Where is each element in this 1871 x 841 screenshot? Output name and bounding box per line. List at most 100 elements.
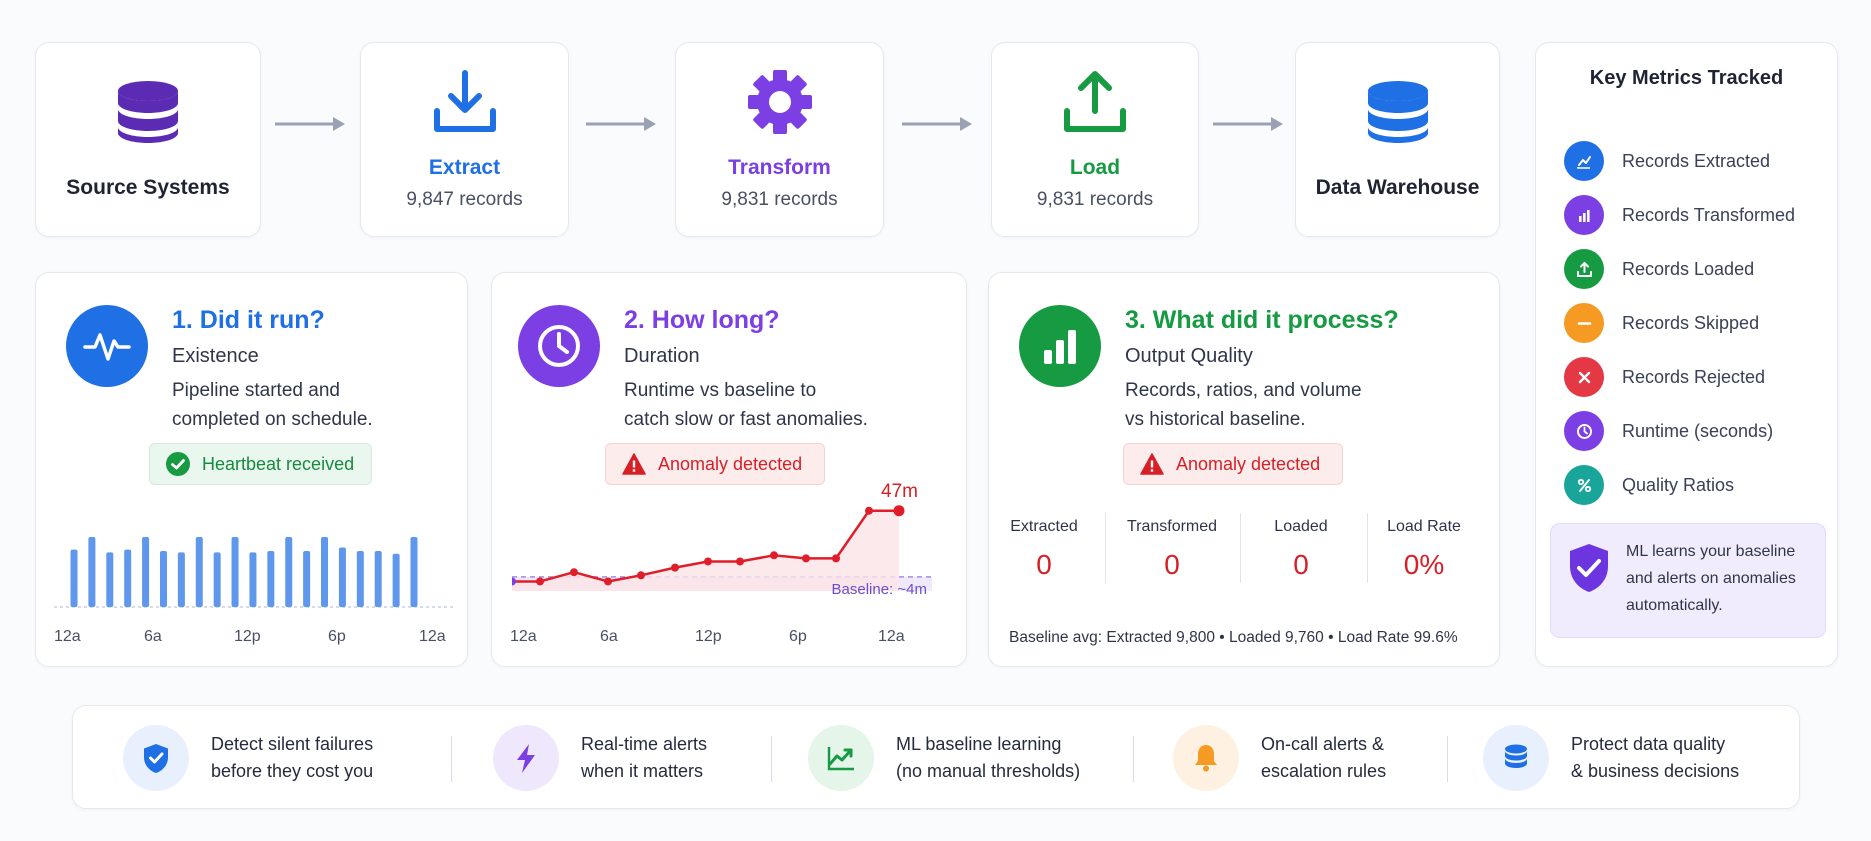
bell-icon (1173, 725, 1239, 791)
duration-point (604, 577, 612, 586)
run-bar (195, 537, 203, 607)
ml-note-box: ML learns your baseline and alerts on an… (1550, 523, 1826, 638)
x-icon (1564, 357, 1604, 397)
data-warehouse-card: Data Warehouse (1295, 42, 1500, 237)
baseline-label: Baseline: ~4m (832, 581, 927, 598)
upload-icon (1564, 249, 1604, 289)
feature-item: Real-time alerts when it matters (493, 725, 707, 791)
run-bar (410, 537, 418, 607)
feature-item: On-call alerts & escalation rules (1173, 725, 1386, 791)
panel-description: Runtime vs baseline to catch slow or fas… (624, 380, 868, 430)
did-it-run-panel: 1. Did it run? Existence Pipeline starte… (35, 272, 468, 667)
run-bar (70, 549, 78, 607)
feature-text: On-call alerts & escalation rules (1261, 734, 1387, 781)
feature-item: ML baseline learning (no manual threshol… (808, 725, 1080, 791)
key-metric-label: Runtime (seconds) (1622, 420, 1774, 441)
clock-icon (518, 305, 600, 387)
panel-title: 1. Did it run? (172, 306, 325, 334)
x-tick-label: 12a (54, 628, 81, 645)
duration-point (704, 557, 712, 566)
key-metric-label: Records Loaded (1622, 258, 1755, 279)
bar-chart-icon (1019, 305, 1101, 387)
duration-point (770, 551, 778, 560)
shield-icon (123, 725, 189, 791)
key-metric-label: Records Transformed (1622, 204, 1796, 225)
panel-title: 3. What did it process? (1125, 306, 1399, 334)
transform-records: 9,831 records (721, 188, 838, 210)
x-tick-label: 12p (695, 628, 722, 645)
x-tick-label: 12a (878, 628, 905, 645)
metric-value: 0 (1036, 549, 1052, 580)
load-card: Load 9,831 records (991, 42, 1199, 237)
x-tick-label: 6a (600, 628, 618, 645)
load-title: Load (1069, 155, 1121, 179)
panel-title: 2. How long? (624, 306, 780, 334)
x-tick-label: 6p (328, 628, 346, 645)
arrow-right-icon (902, 117, 972, 131)
x-tick-label: 6p (789, 628, 807, 645)
source-systems-card: Source Systems (35, 42, 261, 237)
warning-icon (1140, 453, 1164, 475)
trend-up-icon (1564, 141, 1604, 181)
database-icon (1483, 725, 1549, 791)
run-bar (374, 551, 382, 607)
run-bar (106, 552, 114, 607)
minus-icon (1564, 303, 1604, 343)
duration-point (637, 571, 645, 580)
upload-icon (1062, 69, 1128, 140)
bolt-icon (493, 725, 559, 791)
feature-strip: Detect silent failures before they cost … (72, 705, 1800, 809)
key-metric-item: Runtime (seconds) (1564, 411, 1773, 451)
check-circle-icon (166, 452, 190, 476)
status-badge: Heartbeat received (149, 443, 372, 485)
extract-records: 9,847 records (406, 188, 523, 210)
key-metric-item: Records Rejected (1564, 357, 1765, 397)
status-badge: Anomaly detected (1123, 443, 1343, 485)
key-metrics-card: Key Metrics Tracked Records Extracted Rec… (1535, 42, 1838, 667)
run-bar (159, 551, 167, 607)
metric-label: Loaded (1274, 518, 1328, 535)
extract-title: Extract (428, 155, 501, 179)
feature-divider (451, 736, 452, 782)
database-icon (1366, 79, 1430, 150)
duration-point (671, 563, 679, 572)
feature-text: Real-time alerts when it matters (581, 734, 708, 781)
key-metric-item: Records Transformed (1564, 195, 1795, 235)
feature-divider (1447, 736, 1448, 782)
status-badge: Anomaly detected (605, 443, 825, 485)
duration-point (865, 506, 873, 515)
metric-label: Transformed (1126, 518, 1218, 535)
run-bar (142, 537, 150, 607)
key-metric-item: Records Skipped (1564, 303, 1759, 343)
panel-subtitle: Duration (624, 345, 700, 367)
transform-card: Transform 9,831 records (675, 42, 884, 237)
panel-subtitle: Existence (172, 345, 259, 367)
key-metric-label: Quality Ratios (1622, 474, 1735, 495)
feature-text: ML baseline learning (no manual threshol… (896, 734, 1081, 781)
x-tick-label: 12p (234, 628, 261, 645)
divider (1367, 513, 1368, 583)
run-bar (249, 552, 257, 607)
metric-value: 0% (1403, 549, 1445, 580)
shield-check-icon (1570, 544, 1608, 592)
feature-text: Detect silent failures before they cost … (211, 734, 374, 781)
extract-card: Extract 9,847 records (360, 42, 569, 237)
key-metric-label: Records Rejected (1622, 366, 1766, 387)
key-metric-label: Records Extracted (1622, 150, 1771, 171)
feature-text: Protect data quality & business decision… (1571, 734, 1740, 781)
x-tick-label: 12a (510, 628, 537, 645)
run-bar (124, 549, 132, 607)
duration-point (832, 554, 840, 563)
duration-point (802, 554, 810, 563)
key-metric-label: Records Skipped (1622, 312, 1760, 333)
duration-point (536, 577, 544, 586)
metric-value: 0 (1293, 549, 1309, 580)
duration-point (736, 557, 744, 566)
load-records: 9,831 records (1036, 188, 1154, 210)
transform-title: Transform (728, 155, 831, 179)
divider (1105, 513, 1106, 583)
run-bar (338, 547, 346, 607)
metric-label: Load Rate (1387, 518, 1461, 535)
run-bar (356, 551, 364, 607)
metric-label: Extracted (1010, 518, 1078, 535)
